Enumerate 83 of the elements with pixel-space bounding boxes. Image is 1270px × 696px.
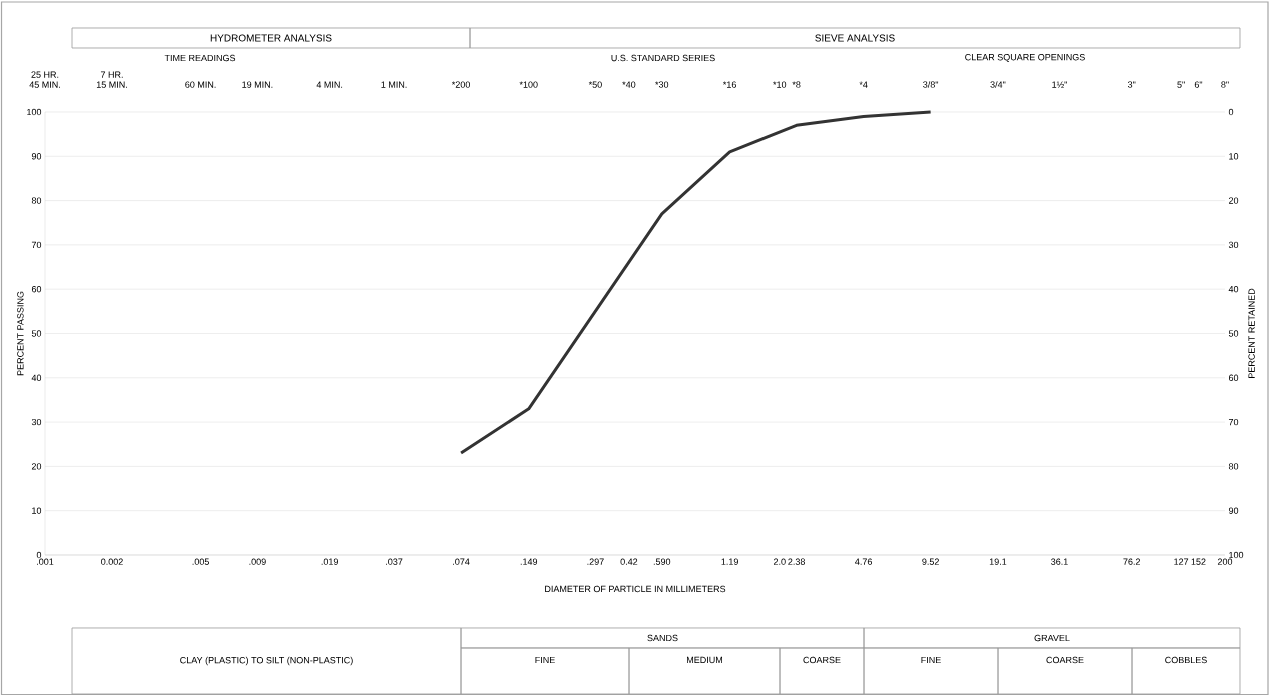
y-tick-label: 70 xyxy=(31,241,42,249)
y2-tick-label: 100 xyxy=(1229,551,1244,559)
y-tick-label: 40 xyxy=(31,374,42,381)
text: SIEVE ANALYSIS xyxy=(815,34,895,42)
x-tick-label: 1.19 xyxy=(721,558,738,565)
text: *100 xyxy=(519,81,538,88)
y2-tick-label: 50 xyxy=(1228,330,1239,337)
text: *8 xyxy=(792,81,801,88)
text: COARSE xyxy=(803,656,841,664)
y2-tick-label: 20 xyxy=(1228,197,1239,204)
text: 3" xyxy=(1127,81,1136,88)
x-tick-label: 2.38 xyxy=(788,558,805,565)
x-tick-label: 0.002 xyxy=(101,558,123,565)
text: COBBLES xyxy=(1165,656,1207,664)
text: *200 xyxy=(451,81,470,88)
x-tick-label: .005 xyxy=(192,558,209,565)
x-tick-label: 200 xyxy=(1217,558,1233,565)
text: CLEAR SQUARE OPENINGS xyxy=(965,53,1085,62)
text: 1½" xyxy=(1052,81,1067,88)
y-tick-label: 90 xyxy=(31,153,42,160)
x-tick-label: 76.2 xyxy=(1123,558,1141,565)
x-axis-title: DIAMETER OF PARTICLE IN MILLIMETERS xyxy=(545,585,726,593)
x-tick-label: 127 xyxy=(1174,558,1189,565)
y2-tick-label: 0 xyxy=(1228,108,1234,116)
x-tick-label: 152 xyxy=(1191,558,1206,565)
y-tick-label: 100 xyxy=(27,108,42,116)
y2-axis-title: PERCENT RETAINED xyxy=(1248,288,1255,378)
text: 19 MIN. xyxy=(242,81,273,88)
x-tick-label: .001 xyxy=(37,558,54,565)
x-tick-label: .019 xyxy=(321,558,338,565)
text: U.S. STANDARD SERIES xyxy=(611,54,715,62)
text: TIME READINGS xyxy=(164,54,236,62)
y-tick-label: 10 xyxy=(32,507,42,514)
x-tick-label: .297 xyxy=(587,558,604,565)
text: 8" xyxy=(1221,81,1229,88)
text: *30 xyxy=(655,81,669,88)
text: 4 MIN. xyxy=(316,81,343,88)
x-tick-label: 4.76 xyxy=(855,558,872,565)
text: MEDIUM xyxy=(686,656,723,664)
text: CLAY (PLASTIC) TO SILT (NON-PLASTIC) xyxy=(180,656,353,666)
x-tick-label: .590 xyxy=(653,558,671,565)
text: 6" xyxy=(1194,81,1203,88)
text: GRAVEL xyxy=(1034,634,1070,642)
x-tick-label: 36.1 xyxy=(1051,558,1068,565)
y2-tick-label: 80 xyxy=(1228,463,1239,470)
y-tick-label: 60 xyxy=(31,286,42,293)
text: 7 HR. 15 MIN. xyxy=(96,71,127,88)
y2-tick-label: 40 xyxy=(1228,286,1239,293)
text: *10 xyxy=(773,81,787,88)
x-tick-label: .074 xyxy=(453,558,470,565)
y-tick-label: 0 xyxy=(36,551,42,559)
text: SANDS xyxy=(647,634,678,642)
x-tick-label: 9.52 xyxy=(922,558,939,565)
y-tick-label: 80 xyxy=(31,197,42,204)
y2-tick-label: 70 xyxy=(1228,418,1239,426)
text: 1 MIN. xyxy=(381,81,407,88)
y-tick-label: 50 xyxy=(31,330,42,337)
x-tick-label: .149 xyxy=(520,558,538,565)
y2-tick-label: 30 xyxy=(1228,241,1239,249)
x-tick-label: .009 xyxy=(249,558,266,565)
text: COARSE xyxy=(1046,656,1084,664)
text: 60 MIN. xyxy=(185,81,216,88)
text: 3/8" xyxy=(923,81,939,88)
text: HYDROMETER ANALYSIS xyxy=(210,34,332,42)
y2-tick-label: 90 xyxy=(1228,507,1239,514)
text: 25 HR. 45 MIN. xyxy=(29,71,60,88)
text: FINE xyxy=(535,656,555,664)
y-axis-title: PERCENT PASSING xyxy=(17,291,24,376)
text: *16 xyxy=(723,81,736,88)
x-tick-label: 2.0 xyxy=(773,558,786,565)
text: *4 xyxy=(859,81,868,88)
y-tick-label: 30 xyxy=(31,418,42,426)
text: 5" xyxy=(1177,81,1185,88)
text: *50 xyxy=(588,81,602,88)
x-tick-label: .037 xyxy=(386,558,403,565)
y-tick-label: 20 xyxy=(31,463,42,470)
x-tick-label: 19.1 xyxy=(989,558,1007,565)
y2-tick-label: 60 xyxy=(1228,374,1239,381)
text: *40 xyxy=(622,81,636,88)
text: FINE xyxy=(921,656,941,664)
y2-tick-label: 10 xyxy=(1229,153,1239,160)
x-tick-label: 0.42 xyxy=(620,558,638,565)
text: 3/4" xyxy=(990,81,1006,88)
